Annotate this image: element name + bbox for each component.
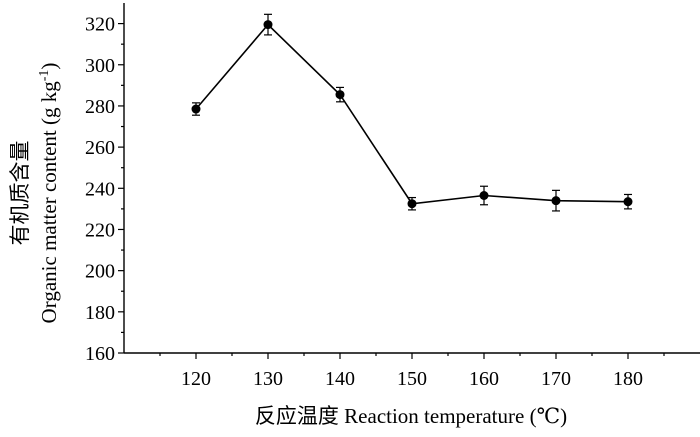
y-tick-label: 300 [85, 55, 115, 77]
x-tick-label: 120 [181, 368, 211, 390]
x-tick-label: 170 [541, 368, 571, 390]
y-axis-label-chinese: 有机质含量 [8, 141, 32, 246]
y-tick-label: 220 [85, 219, 115, 241]
data-point [623, 197, 633, 207]
data-series [191, 13, 633, 212]
x-axis-ticks: 120 130 140 150 160 170 180 [159, 353, 665, 390]
y-axis-label-close: ) [37, 63, 61, 70]
series-line [195, 23, 629, 205]
x-tick-label: 180 [613, 368, 643, 390]
data-point [263, 20, 273, 30]
x-axis-label: 反应温度 Reaction temperature (℃) [255, 404, 567, 428]
y-axis-label-main: Organic matter content (g kg [37, 81, 61, 324]
x-tick-label: 130 [253, 368, 283, 390]
y-axis-label-superscript: -1 [37, 70, 52, 82]
y-axis-ticks: 160 180 200 220 240 260 280 300 320 [85, 14, 124, 365]
y-axis-label: 有机质含量 Organic matter content (g kg-1) [8, 63, 61, 324]
axes [123, 3, 700, 354]
y-tick-label: 320 [85, 14, 115, 36]
y-axis-label-english: Organic matter content (g kg-1) [37, 63, 61, 324]
y-tick-label: 260 [85, 137, 115, 159]
y-tick-label: 240 [85, 178, 115, 200]
y-tick-label: 180 [85, 302, 115, 324]
x-tick-label: 140 [325, 368, 355, 390]
data-point [479, 191, 489, 200]
data-point [407, 199, 417, 209]
x-tick-label: 150 [397, 368, 427, 390]
data-point [335, 90, 345, 100]
y-tick-label: 160 [85, 343, 115, 365]
data-point [191, 104, 201, 114]
data-point [551, 196, 561, 206]
y-tick-label: 280 [85, 96, 115, 118]
y-tick-label: 200 [85, 261, 115, 283]
x-tick-label: 160 [469, 368, 499, 390]
